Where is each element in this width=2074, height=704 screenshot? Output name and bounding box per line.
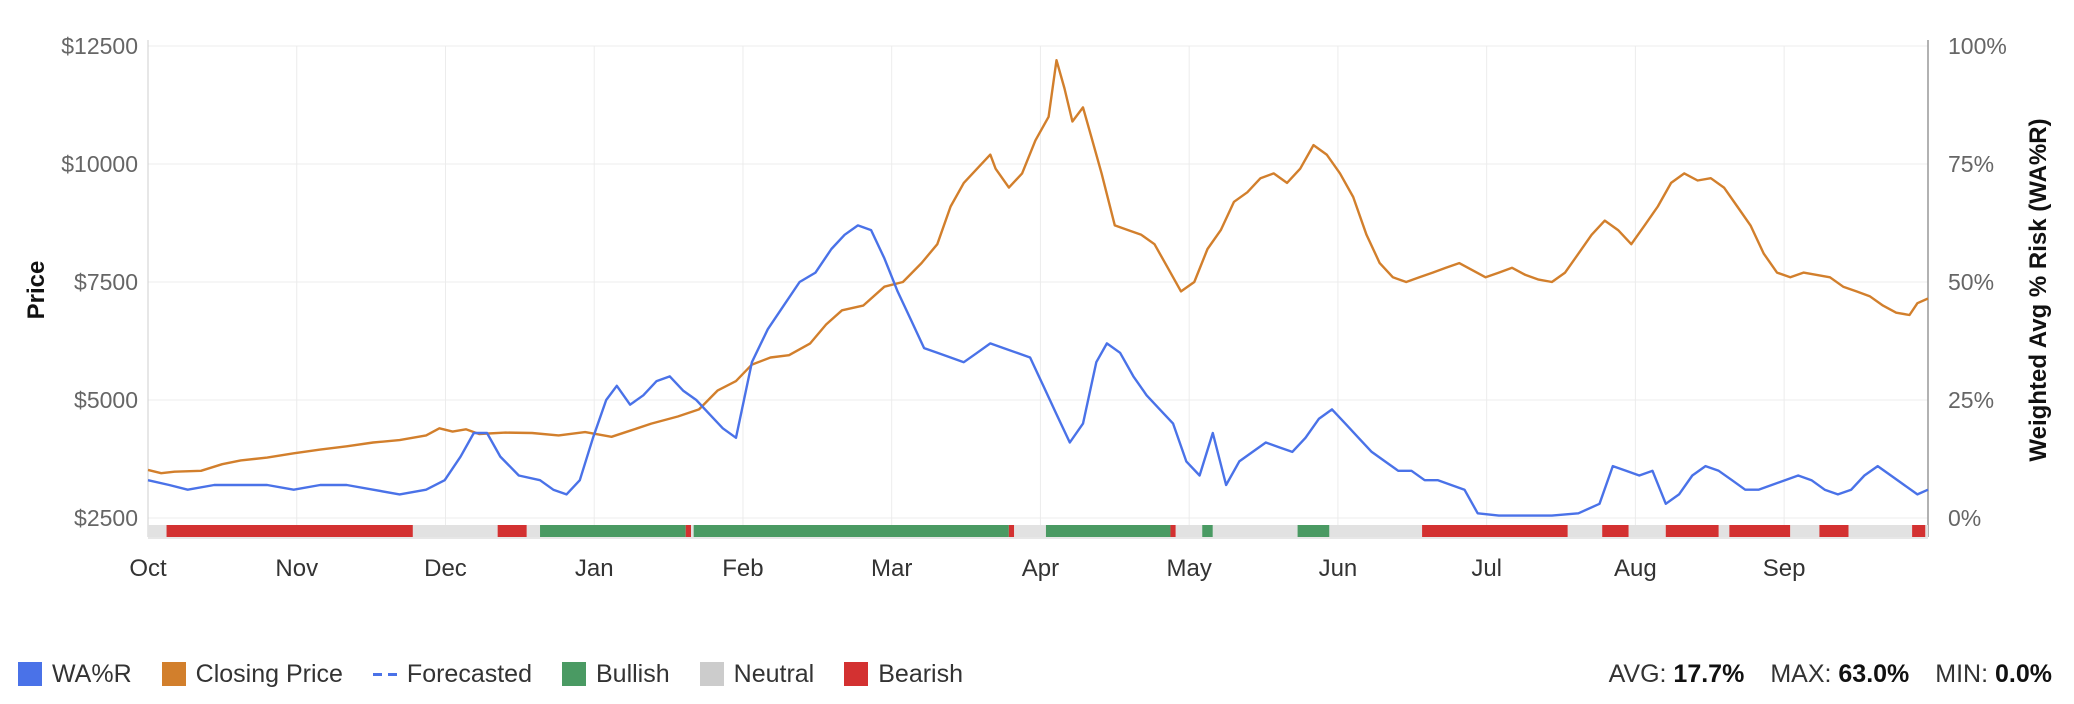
x-tick-label: Oct — [129, 555, 167, 582]
stat-avg: AVG: 17.7% — [1609, 660, 1745, 689]
square-swatch-icon — [844, 662, 869, 686]
x-tick-label: Aug — [1614, 555, 1657, 582]
x-tick-label: Jun — [1319, 555, 1358, 582]
sentiment-segment-bearish — [1602, 525, 1629, 537]
x-tick-label: Feb — [722, 555, 763, 582]
legend-label: WA%R — [52, 659, 132, 688]
sentiment-segment-neutral — [1925, 525, 1928, 537]
stat-avg-value: 17.7% — [1673, 659, 1745, 688]
sentiment-segment-neutral — [1628, 525, 1666, 537]
legend-item-wa-r[interactable]: WA%R — [18, 660, 132, 689]
left-tick-label: $5000 — [74, 387, 138, 413]
left-tick-label: $12500 — [61, 33, 138, 59]
sentiment-segment-bearish — [497, 525, 527, 537]
square-swatch-icon — [161, 662, 186, 686]
sentiment-segment-bearish — [1170, 525, 1176, 537]
square-swatch-icon — [699, 662, 724, 686]
sentiment-bar — [148, 525, 1928, 537]
x-tick-label: Apr — [1022, 555, 1059, 582]
right-tick-label: 100% — [1948, 33, 2007, 59]
sentiment-segment-bearish — [1422, 525, 1568, 537]
x-tick-label: Mar — [871, 555, 912, 582]
price-risk-chart: $12500 100% $10000 75% $7500 50% $5000 25% $2500… — [23, 33, 2052, 582]
stats-summary: AVG: 17.7% MAX: 63.0% MIN: 0.0% — [1609, 656, 2052, 692]
left-tick-label: $7500 — [74, 269, 138, 295]
stat-max-label: MAX: — [1770, 659, 1832, 688]
stat-max: MAX: 63.0% — [1770, 660, 1909, 689]
grid — [147, 45, 1928, 537]
x-tick-label: Sep — [1763, 555, 1806, 582]
sentiment-segment-bearish — [1819, 525, 1849, 537]
x-tick-label: Jul — [1471, 555, 1502, 582]
sentiment-segment-bullish — [1045, 525, 1171, 537]
legend-item-forecasted[interactable]: Forecasted — [372, 659, 532, 689]
sentiment-segment-neutral — [1567, 525, 1603, 537]
series-line-closing-price — [147, 59, 1929, 475]
sentiment-segment-neutral — [1329, 525, 1423, 537]
square-swatch-icon — [561, 662, 586, 686]
legend: WA%R Closing Price Forecasted Bullish Neutra… — [18, 656, 963, 692]
sentiment-segment-neutral — [1175, 525, 1203, 537]
x-tick-label: Dec — [424, 555, 467, 582]
right-tick-label: 0% — [1948, 505, 1981, 531]
stat-min: MIN: 0.0% — [1935, 660, 2052, 689]
dashed-line-icon — [372, 662, 397, 686]
axes: $12500 100% $10000 75% $7500 50% $5000 25% $2500… — [61, 33, 2007, 582]
sentiment-segment-neutral — [526, 525, 541, 537]
sentiment-segment-bearish — [166, 525, 413, 537]
right-tick-label: 75% — [1948, 151, 1994, 177]
square-swatch-icon — [18, 662, 42, 686]
legend-label: Forecasted — [406, 659, 532, 688]
legend-label: Closing Price — [195, 659, 343, 688]
x-tick-label: Jan — [575, 555, 614, 582]
x-tick-label: May — [1167, 555, 1212, 582]
stat-min-label: MIN: — [1935, 659, 1989, 688]
right-axis-label: Weighted Avg % Risk (WA%R) — [2025, 118, 2052, 461]
legend-label: Neutral — [733, 659, 815, 688]
sentiment-segment-neutral — [1014, 525, 1046, 537]
legend-label: Bullish — [595, 659, 670, 688]
sentiment-segment-bullish — [1202, 525, 1213, 537]
sentiment-segment-bearish — [685, 525, 692, 537]
right-tick-label: 50% — [1948, 269, 1994, 295]
right-tick-label: 25% — [1948, 387, 1994, 413]
stat-avg-label: AVG: — [1608, 659, 1667, 688]
sentiment-segment-neutral — [412, 525, 498, 537]
left-tick-label: $10000 — [61, 151, 138, 177]
legend-item-bullish[interactable]: Bullish — [561, 659, 670, 689]
sentiment-segment-bearish — [1729, 525, 1791, 537]
x-tick-label: Nov — [275, 555, 318, 582]
series-lines — [147, 59, 1929, 517]
sentiment-segment-neutral — [691, 525, 694, 537]
stat-min-value: 0.0% — [1995, 659, 2052, 688]
sentiment-segment-neutral — [1212, 525, 1298, 537]
left-tick-label: $2500 — [74, 505, 138, 531]
legend-label: Bearish — [878, 659, 963, 688]
sentiment-segment-neutral — [1718, 525, 1730, 537]
sentiment-segment-bearish — [1912, 525, 1926, 537]
sentiment-segment-bearish — [1008, 525, 1015, 537]
stat-max-value: 63.0% — [1838, 659, 1910, 688]
sentiment-segment-neutral — [1790, 525, 1820, 537]
legend-item-bearish[interactable]: Bearish — [844, 660, 963, 689]
sentiment-segment-bullish — [693, 525, 1009, 537]
sentiment-segment-bullish — [540, 525, 686, 537]
sentiment-segment-bullish — [1297, 525, 1330, 537]
left-axis-label: Price — [23, 261, 50, 320]
sentiment-segment-bearish — [1665, 525, 1719, 537]
sentiment-segment-neutral — [148, 525, 167, 537]
legend-item-neutral[interactable]: Neutral — [699, 659, 815, 689]
sentiment-segment-neutral — [1848, 525, 1913, 537]
legend-item-closing-price[interactable]: Closing Price — [161, 659, 343, 689]
series-line-wa-r — [147, 224, 1929, 517]
